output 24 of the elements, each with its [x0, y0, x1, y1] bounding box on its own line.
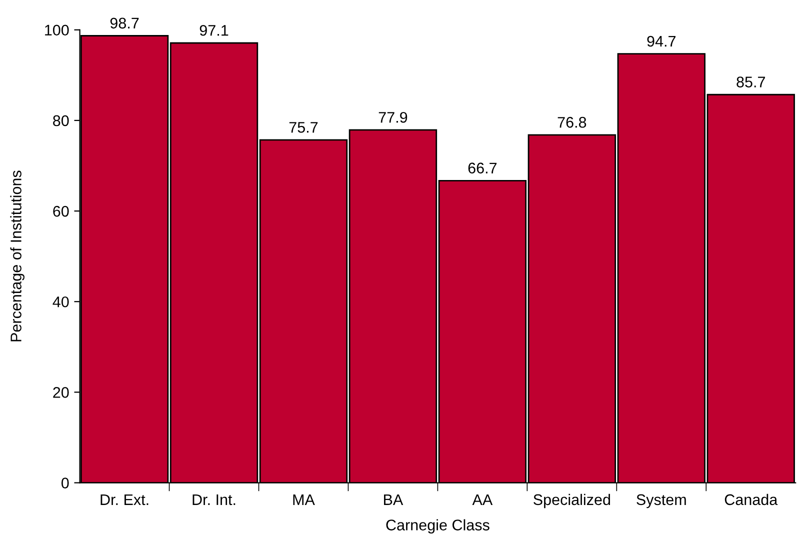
y-axis-title: Percentage of Institutions	[10, 170, 24, 342]
data-label: 85.7	[736, 76, 765, 88]
x-axis-title: Carnegie Class	[386, 519, 490, 534]
y-tick-label: 100	[45, 24, 69, 36]
data-label: 98.7	[110, 18, 139, 29]
y-tick-label: 40	[52, 296, 69, 308]
x-tick-label: MA	[293, 494, 315, 505]
y-tick-label: 0	[61, 478, 69, 488]
y-tick-label: 20	[53, 387, 69, 398]
x-tick-label: Canada	[724, 494, 778, 506]
data-label: 94.7	[647, 36, 676, 47]
x-tick-label: Dr. Int.	[192, 494, 236, 506]
data-label: 97.1	[200, 24, 228, 36]
data-label: 66.7	[468, 162, 497, 174]
data-label: 75.7	[289, 122, 318, 133]
y-tick-label: 80	[53, 115, 69, 126]
x-tick-label: System	[636, 494, 686, 508]
x-tick-label: BA	[384, 494, 404, 505]
x-tick-label: Dr. Ext.	[100, 494, 148, 506]
data-label: 76.8	[558, 116, 586, 128]
x-tick-label: AA	[472, 494, 493, 505]
y-tick-label: 60	[53, 206, 69, 217]
data-label: 77.9	[378, 112, 408, 123]
x-tick-label: Specialized	[534, 494, 610, 508]
